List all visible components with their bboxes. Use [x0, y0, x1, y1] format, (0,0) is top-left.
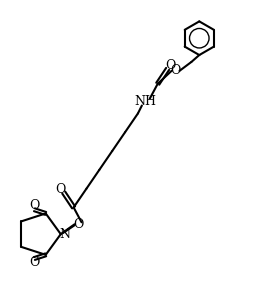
Text: O: O [166, 59, 176, 72]
Text: N: N [59, 228, 70, 241]
Text: O: O [73, 218, 84, 231]
Text: NH: NH [134, 95, 156, 108]
Text: O: O [170, 64, 181, 77]
Text: O: O [29, 199, 40, 212]
Text: O: O [55, 183, 66, 196]
Text: O: O [29, 256, 40, 269]
